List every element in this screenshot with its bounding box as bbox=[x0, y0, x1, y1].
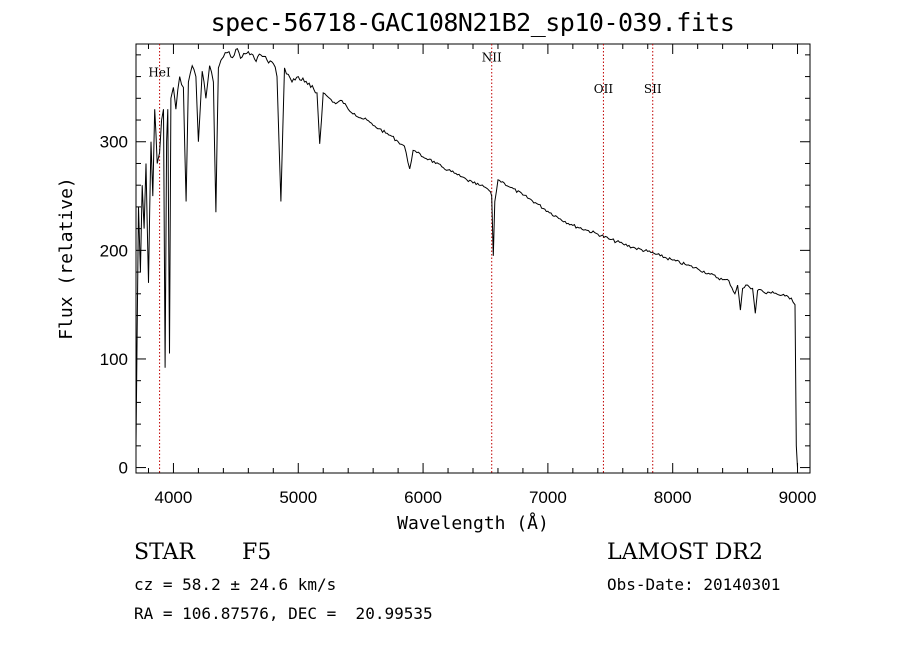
coordinates-text: RA = 106.87576, DEC = 20.99535 bbox=[134, 604, 433, 623]
y-axis-label: Flux (relative) bbox=[56, 177, 77, 340]
y-tick-label: 200 bbox=[100, 241, 128, 260]
spectral-line-label: NII bbox=[482, 50, 502, 64]
x-tick-label: 6000 bbox=[404, 488, 442, 507]
obs-date-text: Obs-Date: 20140301 bbox=[607, 575, 781, 594]
y-tick-label: 0 bbox=[119, 459, 128, 478]
x-tick-label: 4000 bbox=[155, 488, 193, 507]
spectral-line-label: OII bbox=[594, 82, 614, 96]
plot-frame bbox=[135, 43, 811, 474]
x-axis-label: Wavelength (Å) bbox=[397, 512, 549, 534]
y-tick-label: 300 bbox=[100, 133, 128, 152]
chart-title: spec-56718-GAC108N21B2_sp10-039.fits bbox=[210, 8, 735, 37]
object-subclass-label: F5 bbox=[242, 540, 272, 565]
spectral-line-label: HeI bbox=[148, 66, 171, 80]
x-tick-label: 7000 bbox=[529, 488, 567, 507]
x-tick-label: 5000 bbox=[279, 488, 317, 507]
spectrum-series bbox=[135, 48, 798, 468]
x-tick-label: 9000 bbox=[779, 488, 817, 507]
y-tick-label: 100 bbox=[100, 350, 128, 369]
object-class-label: STAR bbox=[134, 540, 195, 565]
spectral-line-label: SII bbox=[644, 82, 662, 96]
x-tick-label: 8000 bbox=[654, 488, 692, 507]
redshift-text: cz = 58.2 ± 24.6 km/s bbox=[134, 575, 337, 594]
survey-label: LAMOST DR2 bbox=[607, 540, 763, 565]
